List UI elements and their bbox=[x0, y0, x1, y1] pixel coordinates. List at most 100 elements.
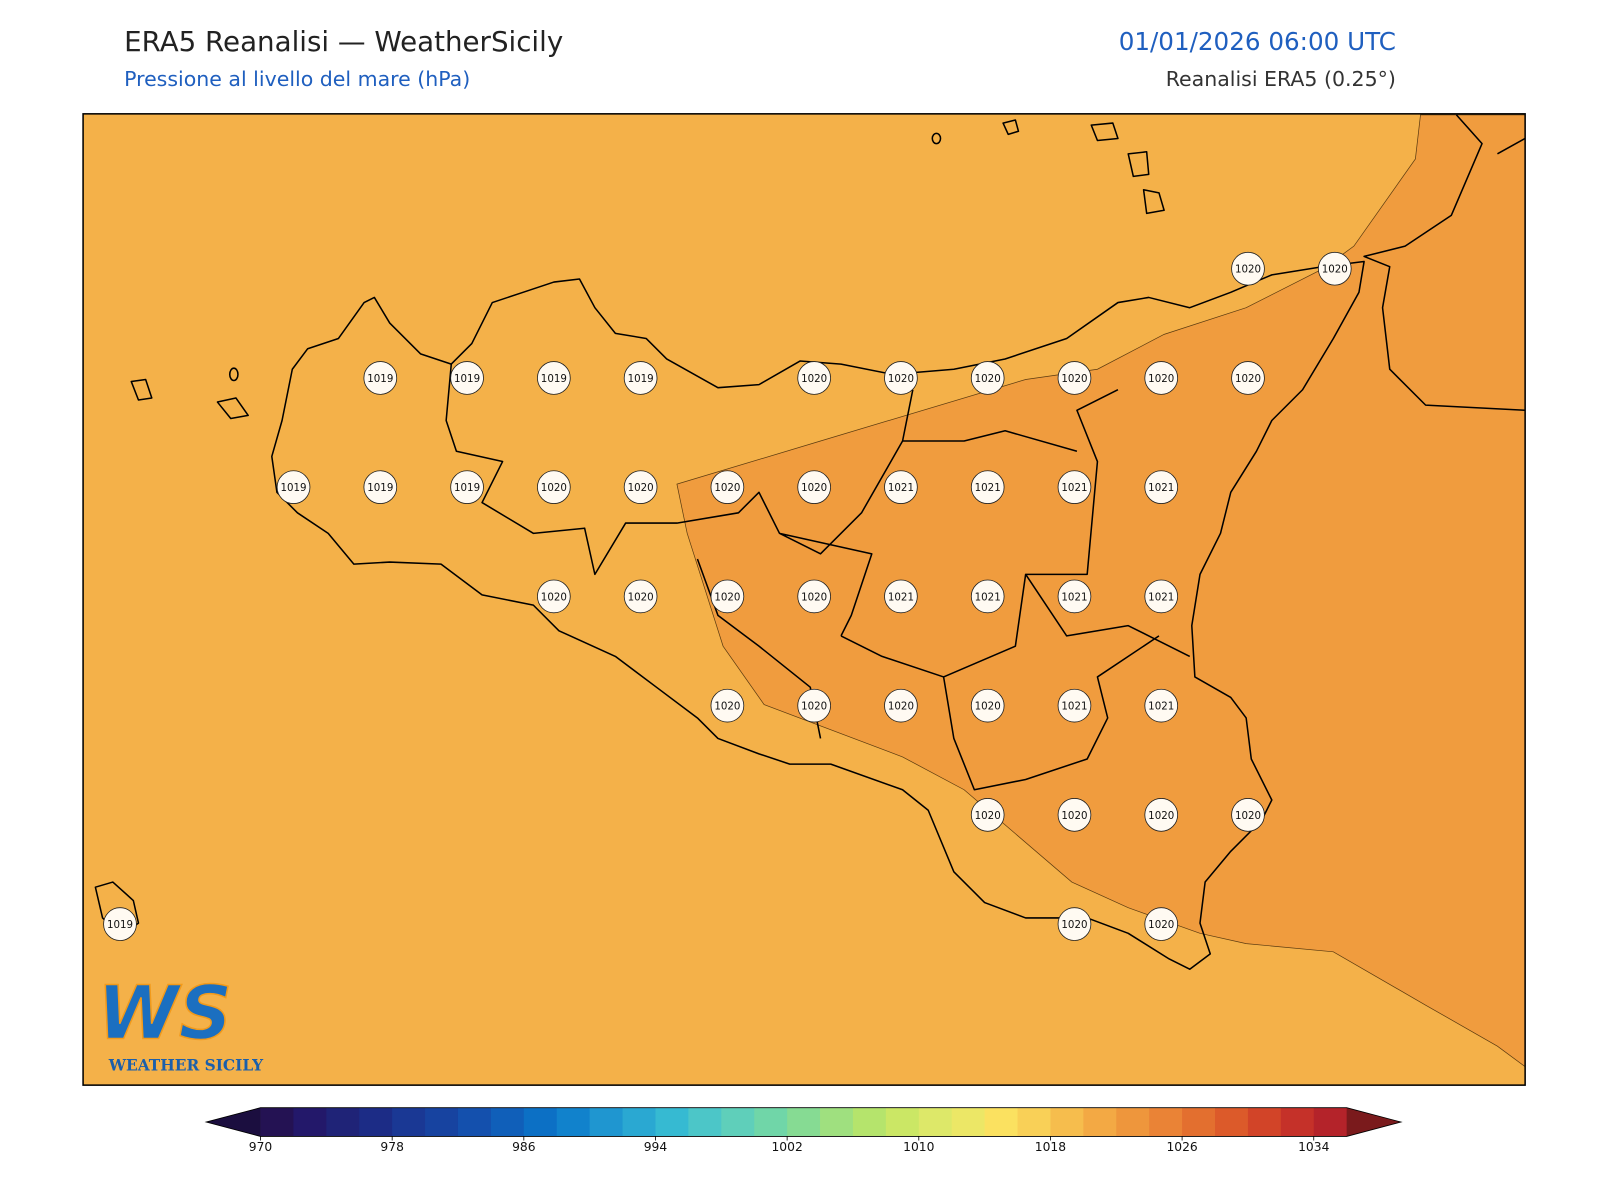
pressure-value: 1020 bbox=[1148, 373, 1174, 385]
islands bbox=[94, 119, 1165, 937]
colorbar-band bbox=[425, 1107, 459, 1137]
station-marker bbox=[970, 361, 1005, 395]
coastline-calabria-north bbox=[1497, 137, 1526, 155]
pressure-value: 1020 bbox=[1235, 810, 1261, 822]
pressure-value: 1020 bbox=[714, 482, 740, 494]
colorbar-extend-low bbox=[206, 1107, 261, 1137]
pressure-value: 1020 bbox=[714, 591, 740, 603]
colorbar-band bbox=[1280, 1107, 1315, 1137]
station-marker bbox=[1057, 907, 1092, 941]
colorbar-band bbox=[655, 1107, 689, 1137]
pressure-value: 1020 bbox=[801, 482, 827, 494]
colorbar-extend-high bbox=[1346, 1107, 1402, 1137]
pressure-value: 1019 bbox=[454, 373, 480, 385]
pressure-value: 1020 bbox=[975, 701, 1001, 713]
pressure-value: 1019 bbox=[367, 482, 393, 494]
colorbar-band bbox=[1149, 1107, 1183, 1137]
station-marker bbox=[970, 798, 1005, 832]
colorbar-tick-label: 1010 bbox=[903, 1140, 934, 1154]
pressure-value: 1020 bbox=[541, 482, 567, 494]
station-marker bbox=[710, 579, 745, 614]
colorbar-band bbox=[688, 1107, 722, 1137]
station-marker bbox=[1231, 798, 1265, 832]
station-marker bbox=[623, 470, 658, 504]
map-frame bbox=[82, 113, 1526, 1086]
station-marker bbox=[1057, 470, 1092, 504]
pressure-value: 1020 bbox=[975, 373, 1001, 385]
station-marker bbox=[1144, 470, 1179, 504]
station-marker bbox=[623, 361, 658, 395]
pressure-value: 1021 bbox=[1061, 591, 1087, 603]
pressure-value: 1021 bbox=[888, 591, 914, 603]
colorbar-band bbox=[622, 1107, 656, 1137]
station-marker bbox=[363, 361, 398, 395]
colorbar-band bbox=[490, 1107, 525, 1137]
colorbar-band bbox=[1116, 1107, 1150, 1137]
station-marker bbox=[1231, 361, 1265, 395]
pressure-value: 1019 bbox=[367, 373, 393, 385]
pressure-value: 1020 bbox=[1148, 919, 1174, 931]
station-marker bbox=[797, 579, 831, 614]
colorbar-band bbox=[1215, 1107, 1249, 1137]
station-marker bbox=[1057, 361, 1092, 395]
station-marker bbox=[797, 470, 831, 504]
province-borders bbox=[445, 364, 1191, 791]
pressure-value: 1020 bbox=[801, 373, 827, 385]
pressure-value: 1020 bbox=[714, 701, 740, 713]
colorbar-tick-label: 986 bbox=[512, 1140, 536, 1154]
pressure-value: 1020 bbox=[1235, 373, 1261, 385]
pressure-zone bbox=[676, 114, 1526, 1068]
station-marker bbox=[1144, 361, 1179, 395]
source: Reanalisi ERA5 (0.25°) bbox=[1166, 67, 1396, 91]
pressure-value: 1020 bbox=[1148, 810, 1174, 822]
coastline-sicily bbox=[271, 260, 1365, 970]
station-marker bbox=[623, 579, 658, 614]
station-marker bbox=[450, 470, 484, 504]
colorbar-band bbox=[820, 1107, 854, 1137]
station-marker bbox=[970, 688, 1005, 723]
station-marker bbox=[884, 470, 918, 504]
pressure-value: 1020 bbox=[801, 701, 827, 713]
colorbar-band bbox=[1182, 1107, 1216, 1137]
colorbar-band bbox=[918, 1107, 953, 1137]
pressure-value: 1021 bbox=[1148, 482, 1174, 494]
pressure-labels: 1020 1020 1019 1019 1019 1019 1020 1020 1020 1020… bbox=[103, 251, 1352, 941]
colorbar-band bbox=[885, 1107, 920, 1137]
station-marker bbox=[1317, 251, 1352, 286]
station-marker bbox=[884, 688, 918, 723]
pressure-value: 1020 bbox=[1322, 264, 1348, 276]
station-marker bbox=[1144, 579, 1179, 614]
coastline-calabria bbox=[1363, 114, 1526, 412]
pressure-value: 1021 bbox=[1148, 701, 1174, 713]
pressure-value: 1021 bbox=[1148, 591, 1174, 603]
colorbar-band bbox=[951, 1107, 986, 1137]
colorbar-band bbox=[1083, 1107, 1117, 1137]
subtitle: Pressione al livello del mare (hPa) bbox=[124, 67, 470, 91]
station-marker bbox=[797, 361, 831, 395]
station-marker bbox=[450, 361, 484, 395]
station-marker bbox=[537, 470, 571, 504]
station-marker bbox=[1144, 798, 1179, 832]
map-area: 1020 1020 1019 1019 1019 1019 1020 1020 1020 1020… bbox=[83, 113, 1526, 1086]
colorbar-band bbox=[1017, 1107, 1051, 1137]
colorbar-tick-label: 1002 bbox=[771, 1140, 802, 1154]
colorbar-band bbox=[984, 1107, 1019, 1137]
pressure-value: 1021 bbox=[1061, 701, 1087, 713]
colorbar: 970 978 986 994 1002 1010 1018 1026 1034 bbox=[204, 1107, 1403, 1154]
pressure-value: 1020 bbox=[541, 591, 567, 603]
colorbar-band bbox=[326, 1107, 360, 1137]
pressure-value: 1020 bbox=[888, 701, 914, 713]
pressure-value: 1019 bbox=[107, 919, 133, 931]
station-marker bbox=[1231, 251, 1265, 286]
pressure-value: 1020 bbox=[801, 591, 827, 603]
logo-mark: WS bbox=[97, 970, 232, 1056]
colorbar-band bbox=[852, 1107, 887, 1137]
station-marker bbox=[1057, 579, 1092, 614]
colorbar-tick-label: 994 bbox=[644, 1140, 668, 1154]
pressure-value: 1021 bbox=[888, 482, 914, 494]
pressure-value: 1020 bbox=[888, 373, 914, 385]
colorbar-band bbox=[260, 1107, 294, 1137]
station-marker bbox=[710, 470, 745, 504]
colorbar-tick-label: 1018 bbox=[1035, 1140, 1066, 1154]
station-marker bbox=[710, 688, 745, 723]
